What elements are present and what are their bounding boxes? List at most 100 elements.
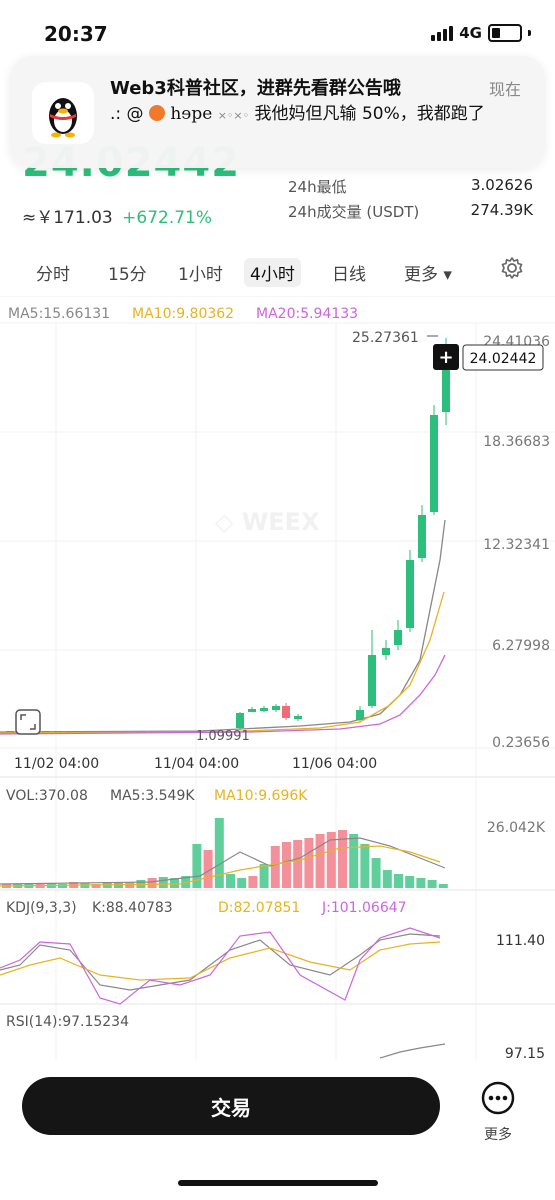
volume-bar (349, 834, 359, 888)
kdj-axis-label: 111.40 (496, 933, 545, 949)
tab-more[interactable]: 更多 ▾ (404, 265, 452, 285)
sender-avatar-icon (148, 105, 165, 121)
vol-ma5-label: MA5:3.549K (110, 788, 195, 804)
sender-decor: ×◦×◦ (217, 109, 250, 122)
kdj-j-line (0, 927, 441, 1005)
volume-bar (58, 884, 67, 888)
stat-volume: 24h成交量 (USDT) 274.39K (288, 201, 533, 222)
kdj-d-line (0, 941, 441, 981)
candle-body (442, 345, 450, 412)
volume-bar (170, 878, 179, 888)
settings-gear-icon[interactable] (500, 256, 524, 280)
ma5-label: MA5:15.66131 (8, 306, 110, 322)
crosshair-add-icon[interactable] (433, 344, 459, 370)
volume-bar (382, 870, 392, 888)
tab-daily[interactable]: 日线 (332, 265, 366, 285)
tab-4h[interactable]: 4小时 (244, 258, 301, 287)
change-percent: +672.71% (122, 208, 213, 228)
network-label: 4G (459, 24, 482, 42)
price-sub: ≈￥171.03 +672.71% (22, 203, 212, 228)
stat-volume-value: 274.39K (470, 201, 533, 219)
vol-axis-label: 26.042K (487, 820, 546, 836)
status-bar: 20:37 4G (0, 0, 555, 64)
grid-lines (0, 322, 555, 1060)
candle-body (294, 716, 302, 719)
stat-volume-label: 24h成交量 (USDT) (288, 203, 420, 221)
low-price-tag: 1.09991 (196, 729, 250, 744)
volume-bar (181, 876, 191, 888)
tab-1h[interactable]: 1小时 (178, 265, 223, 285)
volume-bar (427, 880, 437, 888)
candle-body (406, 560, 414, 628)
ma20-label: MA20:5.94133 (256, 306, 358, 322)
fullscreen-icon[interactable] (15, 709, 41, 735)
volume-bar (91, 884, 101, 888)
ma5-line (0, 519, 446, 733)
volume-bar (158, 877, 168, 888)
more-dots-icon (481, 1081, 515, 1115)
candle-body (368, 655, 376, 706)
volume-bar (338, 830, 347, 888)
volume-bar (293, 840, 303, 888)
tab-15m[interactable]: 15分 (108, 265, 147, 285)
axis-price-2: 12.32341 (483, 537, 550, 553)
stat-low-label: 24h最低 (288, 178, 347, 196)
volume-bar (360, 844, 370, 888)
more-button[interactable]: 更多 (478, 1080, 518, 1143)
volume-bar (371, 858, 381, 888)
signal-icon (431, 25, 454, 41)
qq-app-icon (32, 82, 94, 144)
kline-chart[interactable]: ◇ WEEX MA5:15.66131 MA10:9.80362 MA20:5.… (0, 296, 555, 1061)
home-indicator (178, 1180, 378, 1186)
trade-button[interactable]: 交易 (22, 1077, 440, 1135)
candle-body (248, 709, 256, 712)
vol-ma10-line (0, 845, 441, 887)
kdj-k: K:88.40783 (92, 900, 173, 916)
rsi-axis-label: 97.15 (505, 1046, 545, 1061)
kdj-d: D:82.07851 (218, 900, 300, 916)
candle-body (394, 630, 402, 645)
volume-bar (147, 878, 157, 888)
crosshair-add-glyph: + (438, 347, 453, 368)
candle-body (382, 648, 390, 655)
sender-name: hɘpe (170, 104, 213, 124)
volume-bar (282, 842, 291, 888)
rsi-line (379, 1043, 446, 1059)
notification-time: 现在 (488, 80, 521, 99)
vol-label: VOL:370.08 (6, 788, 88, 804)
candle-body (430, 415, 438, 512)
volume-bar (326, 832, 336, 888)
time-label-2: 11/06 04:00 (292, 756, 377, 772)
volume-bar (315, 834, 325, 888)
stat-low: 24h最低 3.02626 (288, 176, 533, 197)
volume-bar (304, 838, 314, 888)
volume-bar (394, 874, 403, 888)
penguin-icon (49, 98, 77, 138)
kdj-label: KDJ(9,3,3) (6, 900, 77, 916)
ma10-label: MA10:9.80362 (132, 306, 234, 322)
push-notification[interactable]: Web3科普社区，进群先看群公告哦 现在 .: @ hɘpe ×◦×◦ 我他妈但… (10, 56, 545, 168)
axis-price-3: 6.27998 (492, 638, 550, 654)
axis-price-1: 18.36683 (483, 434, 550, 450)
tab-intraday[interactable]: 分时 (36, 265, 70, 285)
volume-bar (270, 846, 280, 888)
time-axis: 11/02 04:00 11/04 04:00 11/06 04:00 (14, 756, 377, 772)
status-indicators: 4G (431, 24, 531, 42)
volume-bar (438, 884, 448, 888)
volume-bar (237, 878, 247, 888)
axis-price-4: 0.23656 (492, 735, 550, 751)
candle-body (260, 708, 268, 711)
time-label-0: 11/02 04:00 (14, 756, 99, 772)
candle-body (236, 713, 244, 728)
volume-bar (192, 844, 202, 888)
status-time: 20:37 (44, 22, 108, 46)
cny-price: ≈￥171.03 (22, 208, 113, 228)
last-price-tag-box (462, 344, 544, 371)
candle-body (356, 710, 364, 720)
stat-low-value: 3.02626 (470, 176, 533, 194)
battery-tip (528, 30, 531, 36)
ma20-line (0, 654, 446, 735)
volume-bar (405, 876, 415, 888)
volume-bar (114, 883, 123, 888)
ma10-line (0, 591, 445, 734)
